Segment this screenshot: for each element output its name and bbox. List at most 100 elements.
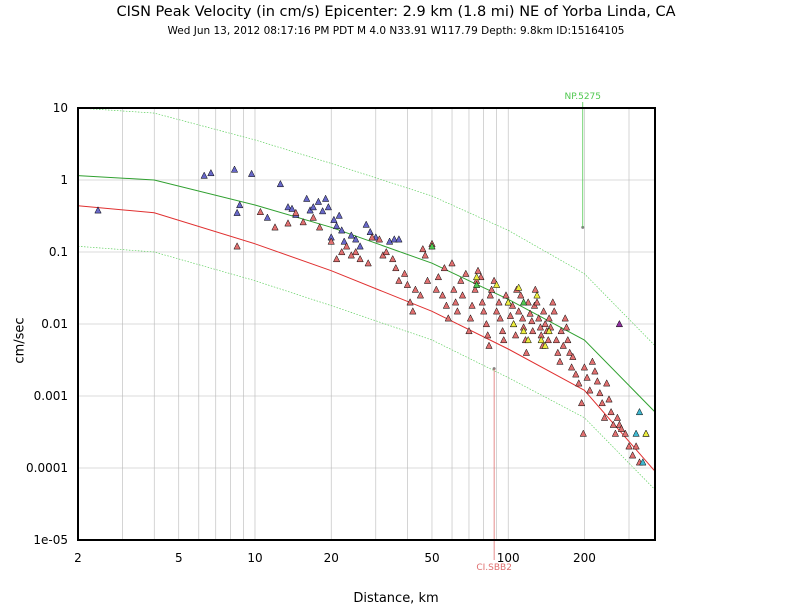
station-point [632, 442, 640, 450]
station-point [444, 314, 452, 322]
station-point [233, 208, 241, 216]
station-point [330, 215, 338, 223]
station-point [338, 247, 346, 256]
station-label: CI.SBB2 [476, 563, 512, 573]
station-point [518, 314, 527, 322]
station-point [466, 314, 475, 322]
station-point [628, 451, 637, 459]
station-point [471, 285, 479, 293]
station-point [340, 237, 348, 245]
station-point [603, 379, 611, 387]
station-point [276, 179, 285, 188]
station-point [613, 413, 622, 421]
y-tick-label: 1 [60, 173, 68, 187]
x-tick-label: 20 [324, 551, 339, 565]
model-curves [77, 107, 656, 490]
station-label: NP.5275 [564, 92, 601, 102]
x-tick-label: 50 [424, 551, 439, 565]
station-point [356, 254, 364, 263]
station-annotations: NP.5275 CI.SBB2 [476, 92, 601, 573]
station-point [556, 357, 564, 365]
station-point [545, 314, 553, 322]
station-point [347, 251, 355, 259]
station-point [335, 211, 343, 219]
x-tick-label: 200 [573, 551, 596, 565]
station-point [522, 348, 531, 356]
y-tick-label: 0.001 [34, 389, 68, 403]
station-point [299, 218, 307, 226]
station-point [347, 231, 355, 239]
station-point [572, 370, 580, 378]
station-point [451, 298, 460, 306]
station-point [338, 226, 346, 234]
y-tick-label: 0.0001 [26, 461, 68, 475]
station-point [632, 429, 640, 437]
station-point [438, 291, 447, 299]
station-point [498, 326, 507, 335]
station-point [318, 207, 327, 215]
station-point [462, 269, 470, 277]
station-point [263, 213, 272, 221]
station-point [352, 247, 360, 256]
station-point [236, 200, 244, 209]
station-point [448, 259, 456, 267]
station-point [600, 413, 609, 421]
station-point [356, 242, 364, 250]
station-point [535, 314, 543, 322]
station-point [621, 429, 629, 437]
station-point [564, 335, 572, 344]
bound-curve [77, 107, 656, 346]
axis-ticks: 10 1 0.1 0.01 0.001 0.0001 1e-05 2 5 10 20 50 100 200 [26, 101, 596, 565]
station-point [94, 206, 102, 214]
station-point [561, 314, 569, 322]
station-point [541, 319, 549, 328]
station-point [519, 298, 528, 306]
data-points [94, 165, 650, 466]
station-point [364, 259, 372, 267]
station-point [321, 194, 330, 202]
station-point [487, 285, 496, 293]
station-point [598, 398, 606, 407]
station-point [566, 348, 574, 356]
station-point [457, 276, 465, 284]
station-point [567, 363, 576, 371]
station-point [526, 309, 534, 317]
station-point [496, 314, 504, 322]
station-point [482, 319, 491, 328]
station-point [544, 335, 552, 344]
station-point [314, 197, 323, 205]
y-tick-label: 0.01 [41, 317, 68, 331]
station-point [468, 301, 476, 309]
station-point [474, 266, 482, 274]
station-point [406, 298, 414, 306]
station-point [533, 298, 541, 306]
station-point [583, 373, 591, 381]
station-point [200, 171, 208, 179]
station-point [450, 285, 458, 293]
station-point [458, 291, 467, 299]
station-point [562, 323, 571, 331]
station-point [529, 326, 537, 335]
station-point [569, 352, 577, 360]
station-point [324, 203, 333, 211]
station-point [485, 341, 493, 349]
attenuation-curve [77, 175, 656, 413]
station-point [256, 207, 265, 215]
x-tick-label: 5 [175, 551, 183, 565]
station-point [416, 291, 425, 299]
station-point [403, 280, 412, 288]
attenuation-curve [77, 205, 656, 472]
station-point [528, 316, 536, 325]
station-point [309, 213, 317, 221]
station-point [409, 307, 417, 315]
station-point [472, 280, 481, 288]
station-point [557, 326, 565, 335]
station-point [315, 223, 324, 231]
station-point [395, 276, 403, 284]
station-point [575, 379, 583, 387]
station-point [477, 272, 485, 281]
station-point [247, 169, 256, 177]
station-point [605, 395, 613, 403]
station-point [519, 326, 528, 335]
station-point [615, 319, 624, 328]
